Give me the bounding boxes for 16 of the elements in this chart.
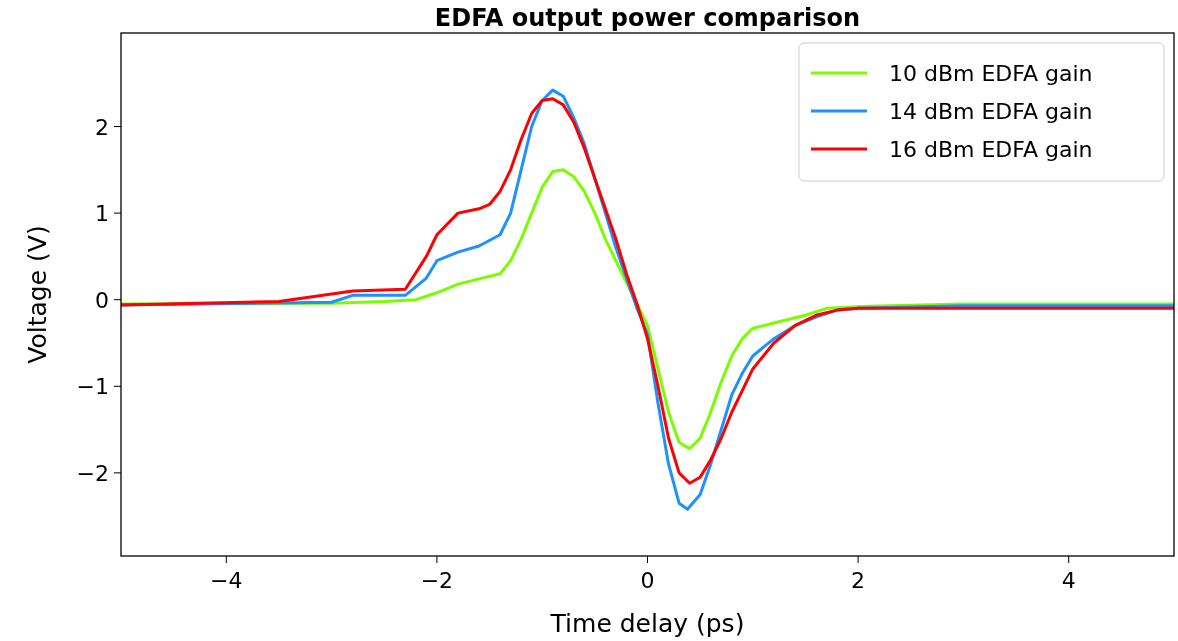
legend-label: 16 dBm EDFA gain (889, 137, 1093, 162)
x-tick-label: 0 (640, 568, 655, 593)
legend-label: 10 dBm EDFA gain (889, 61, 1093, 86)
x-axis-title: Time delay (ps) (549, 609, 745, 638)
y-tick-label: 2 (95, 114, 109, 140)
y-axis-title: Voltage (V) (23, 225, 52, 364)
y-tick-label: 0 (95, 287, 109, 313)
x-tick-label: 4 (1061, 568, 1076, 593)
x-tick-label: −4 (210, 568, 243, 593)
y-tick-label: −1 (76, 374, 109, 400)
y-tick-label: 1 (95, 201, 109, 227)
y-tick-label: −2 (76, 460, 109, 486)
legend-label: 14 dBm EDFA gain (889, 99, 1093, 124)
x-tick-label: 2 (851, 568, 866, 593)
x-tick-label: −2 (420, 568, 454, 593)
chart-title: EDFA output power comparison (434, 4, 861, 32)
